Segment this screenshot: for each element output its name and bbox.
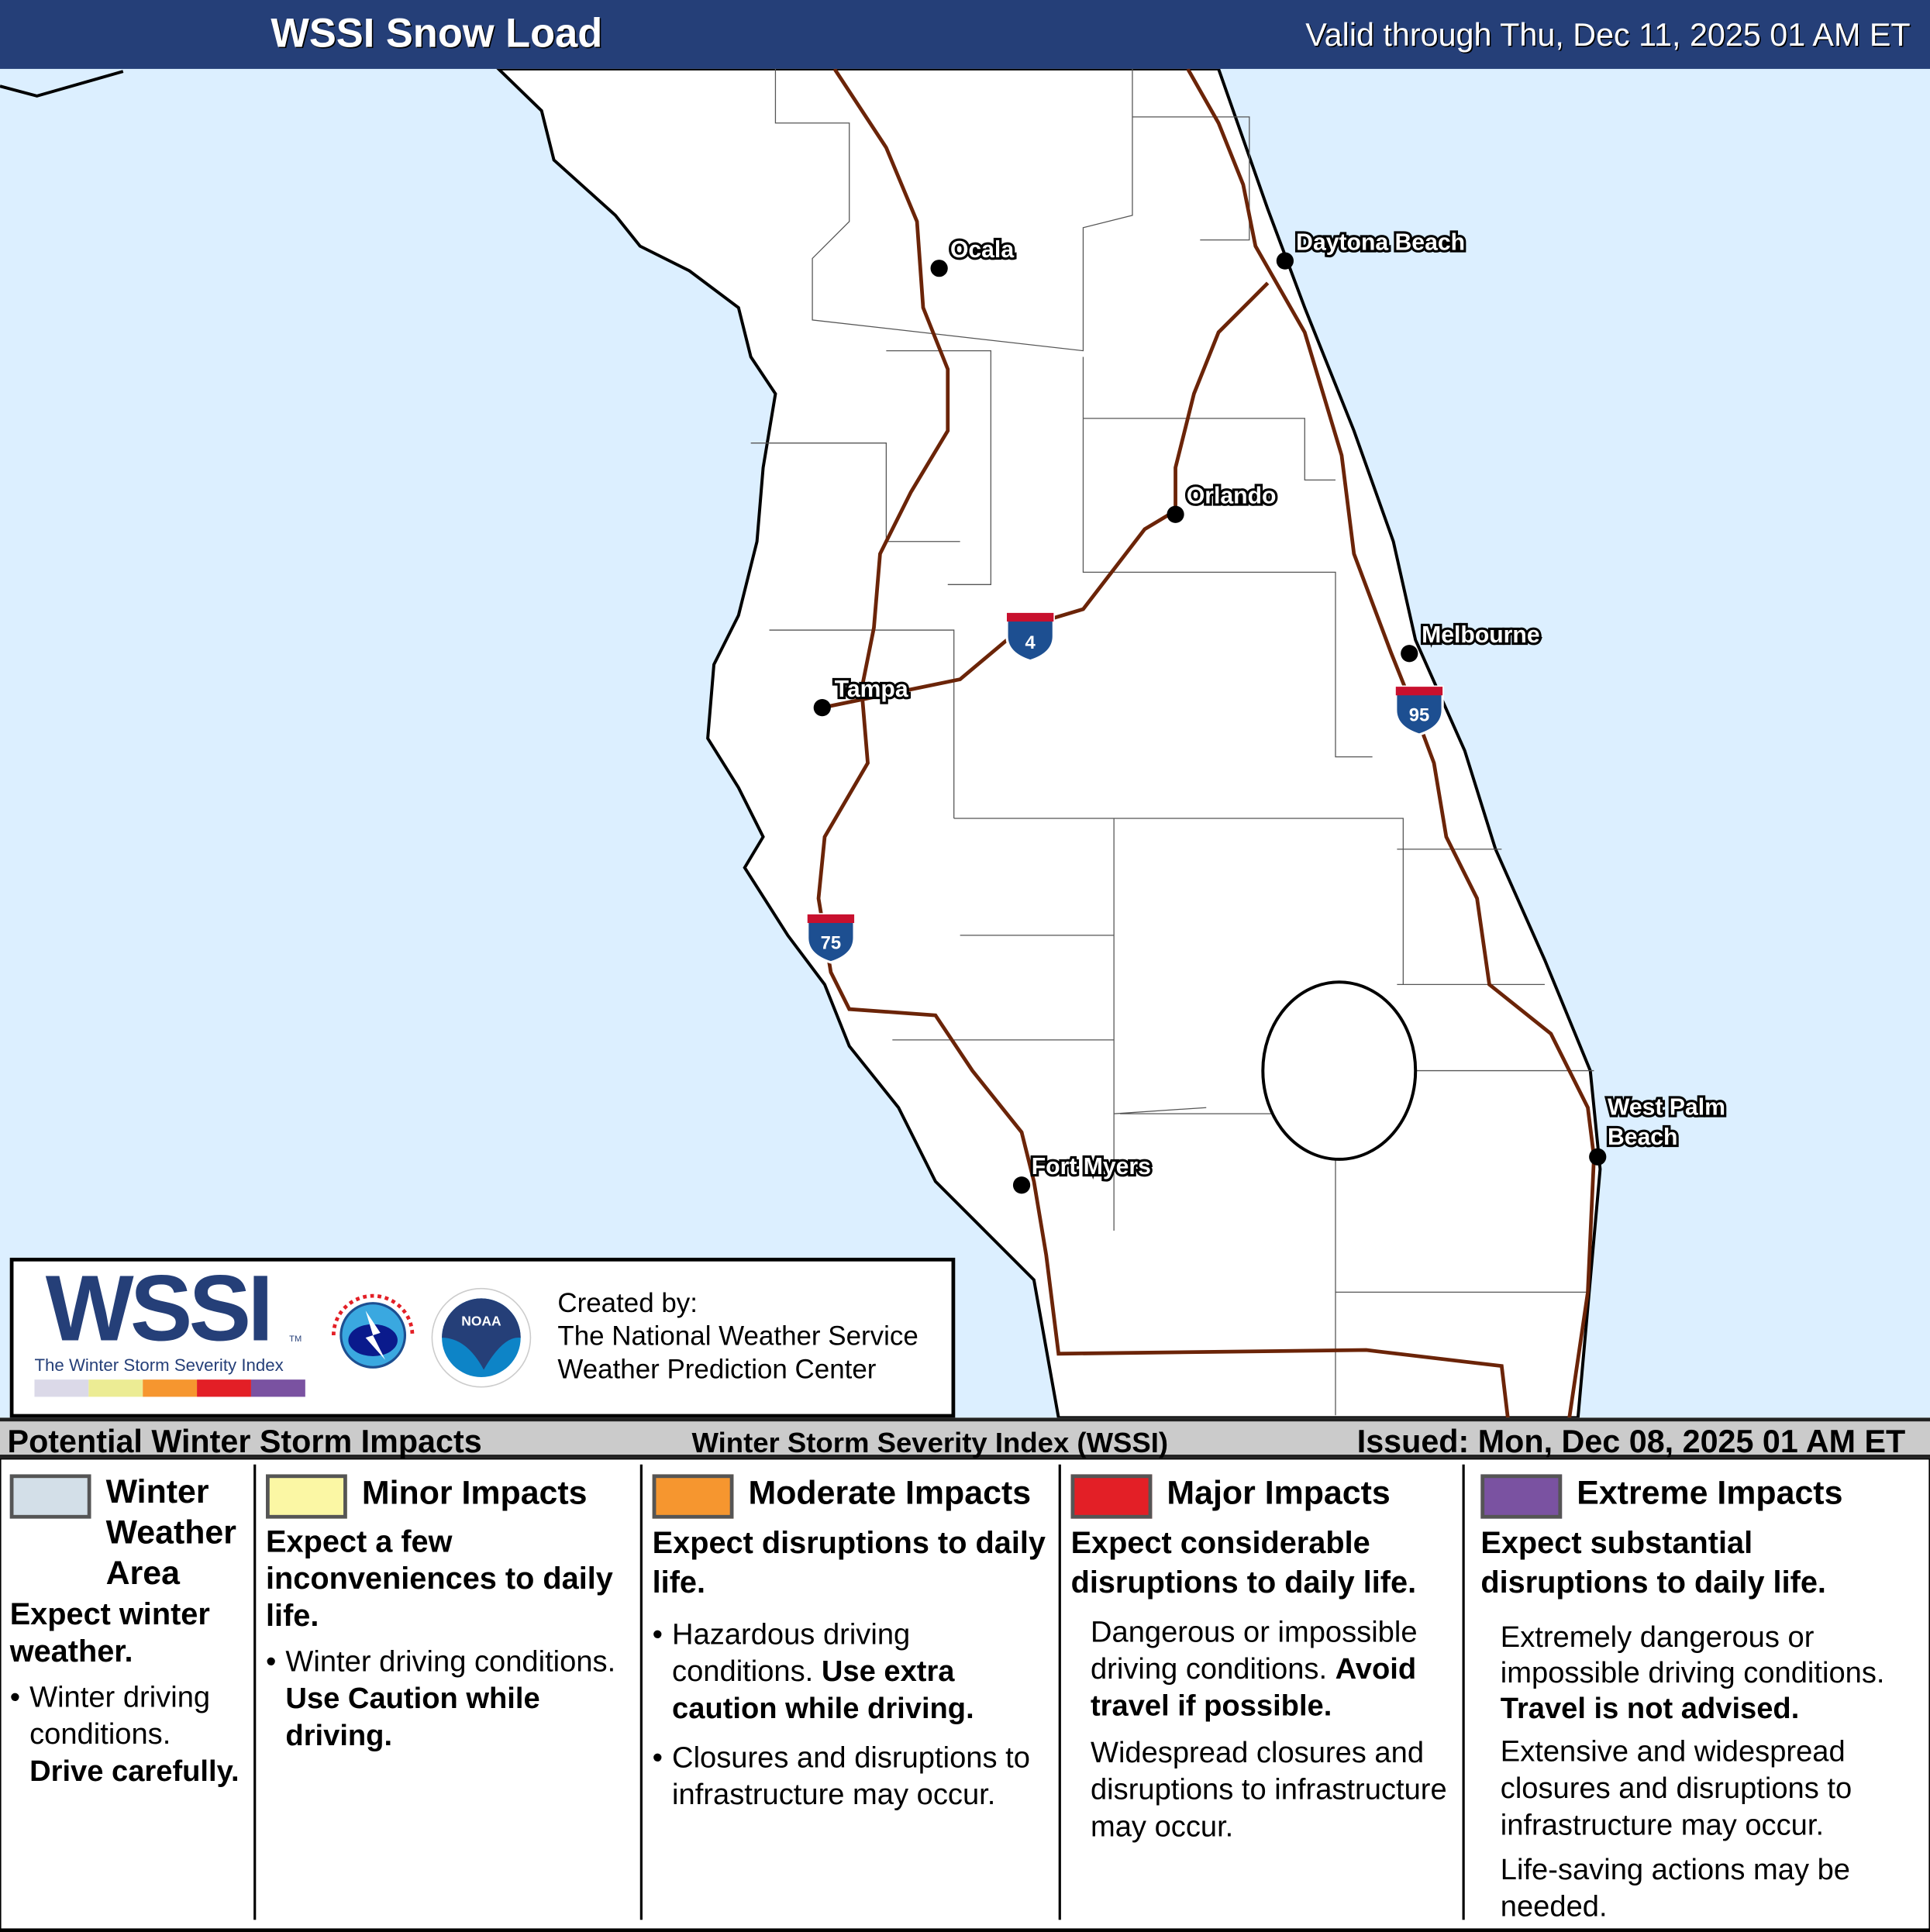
category-text: Widespread closures and disruptions to i… xyxy=(1090,1736,1447,1844)
wssi-tm: TM xyxy=(289,1334,302,1345)
divider xyxy=(639,1464,643,1920)
swatch-minor xyxy=(266,1474,347,1519)
credits-box: WSSI TM The Winter Storm Severity Index … xyxy=(9,1256,956,1418)
interstate-95-shield: 95 xyxy=(1394,685,1444,736)
category-summary: Expect considerable disruptions to daily… xyxy=(1070,1526,1417,1600)
category-text: Dangerous or impossible driving conditio… xyxy=(1090,1616,1418,1686)
highways xyxy=(816,68,1596,1418)
category-summary: Expect substantial disruptions to daily … xyxy=(1480,1526,1826,1600)
interstate-75-shield: 75 xyxy=(806,913,856,964)
lake-okeechobee xyxy=(1261,980,1418,1161)
swatch-moderate xyxy=(652,1474,734,1519)
interstate-4-shield: 4 xyxy=(1005,611,1055,663)
legend-moderate-impacts: Moderate Impacts Expect disruptions to d… xyxy=(652,1467,1053,1923)
divider xyxy=(253,1464,257,1920)
city-melbourne: Melbourne xyxy=(1422,622,1539,648)
category-summary: Expect disruptions to daily life. xyxy=(652,1526,1046,1600)
category-text: Extensive and widespread closures and di… xyxy=(1500,1735,1852,1843)
legend-winter-weather-area: Winter Weather Area Expect winter weathe… xyxy=(9,1467,253,1923)
category-bullet: Winter driving conditions. xyxy=(29,1681,211,1751)
category-title: Area xyxy=(105,1554,180,1592)
category-bold: Drive carefully. xyxy=(29,1755,240,1789)
panhandle-coast xyxy=(0,70,124,98)
legend-title-bar: Potential Winter Storm Impacts Winter St… xyxy=(0,1417,1930,1460)
city-fort-myers: Fort Myers xyxy=(1032,1154,1151,1180)
valid-time: Valid through Thu, Dec 11, 2025 01 AM ET xyxy=(1305,15,1911,53)
legend-minor-impacts: Minor Impacts Expect a few inconvenience… xyxy=(266,1467,635,1923)
swatch-major xyxy=(1070,1474,1153,1519)
wssi-subtitle: The Winter Storm Severity Index xyxy=(34,1355,284,1375)
turnpike-route xyxy=(1174,281,1270,511)
category-text: Life-saving actions may be needed. xyxy=(1500,1853,1851,1924)
category-summary: Expect a few inconveniences to daily lif… xyxy=(266,1524,613,1634)
category-bold: Travel is not advised. xyxy=(1500,1692,1800,1726)
credits-text: Created by: The National Weather Service… xyxy=(557,1286,918,1386)
category-bullet: Closures and disruptions to infrastructu… xyxy=(672,1741,1030,1812)
category-title: Extreme Impacts xyxy=(1577,1474,1843,1512)
wssi-color-bar xyxy=(34,1379,305,1397)
legend-extreme-impacts: Extreme Impacts Expect substantial disru… xyxy=(1480,1467,1924,1923)
legend-major-impacts: Major Impacts Expect considerable disrup… xyxy=(1070,1467,1459,1923)
created-by-label: Created by: xyxy=(557,1287,698,1318)
nws-logo-icon xyxy=(326,1288,420,1383)
map-title: WSSI Snow Load xyxy=(271,9,603,56)
i95-route xyxy=(1186,68,1596,1418)
category-bold: Use extra caution while driving. xyxy=(672,1655,974,1726)
credit-nws: The National Weather Service xyxy=(557,1320,918,1352)
category-text: Extremely dangerous or impossible drivin… xyxy=(1500,1620,1885,1690)
category-bullet: Hazardous driving conditions. xyxy=(672,1618,911,1689)
svg-text:95: 95 xyxy=(1409,705,1430,726)
divider xyxy=(1058,1464,1061,1920)
swatch-extreme xyxy=(1480,1474,1563,1519)
category-summary: Expect winter weather. xyxy=(9,1597,210,1669)
city-daytona-beach: Daytona Beach xyxy=(1296,229,1465,255)
wssi-logo: WSSI xyxy=(45,1256,274,1362)
city-markers xyxy=(813,252,1607,1194)
category-bullet: Winter driving conditions. xyxy=(285,1645,616,1679)
city-west-palm: West Palm xyxy=(1608,1095,1725,1121)
credit-wpc: Weather Prediction Center xyxy=(557,1353,877,1385)
svg-text:4: 4 xyxy=(1025,632,1036,653)
legend-title: Potential Winter Storm Impacts xyxy=(7,1422,482,1460)
swatch-winter xyxy=(9,1474,91,1519)
legend-center-title: Winter Storm Severity Index (WSSI) xyxy=(691,1426,1169,1458)
header-bar: WSSI Snow Load Valid through Thu, Dec 11… xyxy=(0,0,1930,69)
category-title: Moderate Impacts xyxy=(748,1474,1032,1512)
category-title: Minor Impacts xyxy=(361,1474,588,1512)
city-ocala: Ocala xyxy=(950,237,1014,263)
svg-text:NOAA: NOAA xyxy=(461,1313,501,1328)
map[interactable]: Ocala Daytona Beach Orlando Melbourne Ta… xyxy=(0,68,1930,1418)
i75-route xyxy=(816,68,1510,1418)
city-orlando: Orlando xyxy=(1187,483,1277,508)
svg-text:75: 75 xyxy=(821,932,841,953)
category-bold: Avoid travel if possible. xyxy=(1090,1652,1417,1724)
divider xyxy=(1462,1464,1465,1920)
category-title: Winter xyxy=(105,1472,209,1510)
noaa-logo-icon: NOAA xyxy=(431,1287,532,1388)
city-west-palm-beach: Beach xyxy=(1608,1124,1678,1150)
category-bold: Use Caution while driving. xyxy=(285,1682,540,1753)
category-title: Weather xyxy=(105,1514,236,1551)
city-tampa: Tampa xyxy=(835,677,908,702)
category-title: Major Impacts xyxy=(1167,1474,1391,1512)
issued-time: Issued: Mon, Dec 08, 2025 01 AM ET xyxy=(1356,1422,1906,1460)
county-lines xyxy=(750,68,1594,1416)
